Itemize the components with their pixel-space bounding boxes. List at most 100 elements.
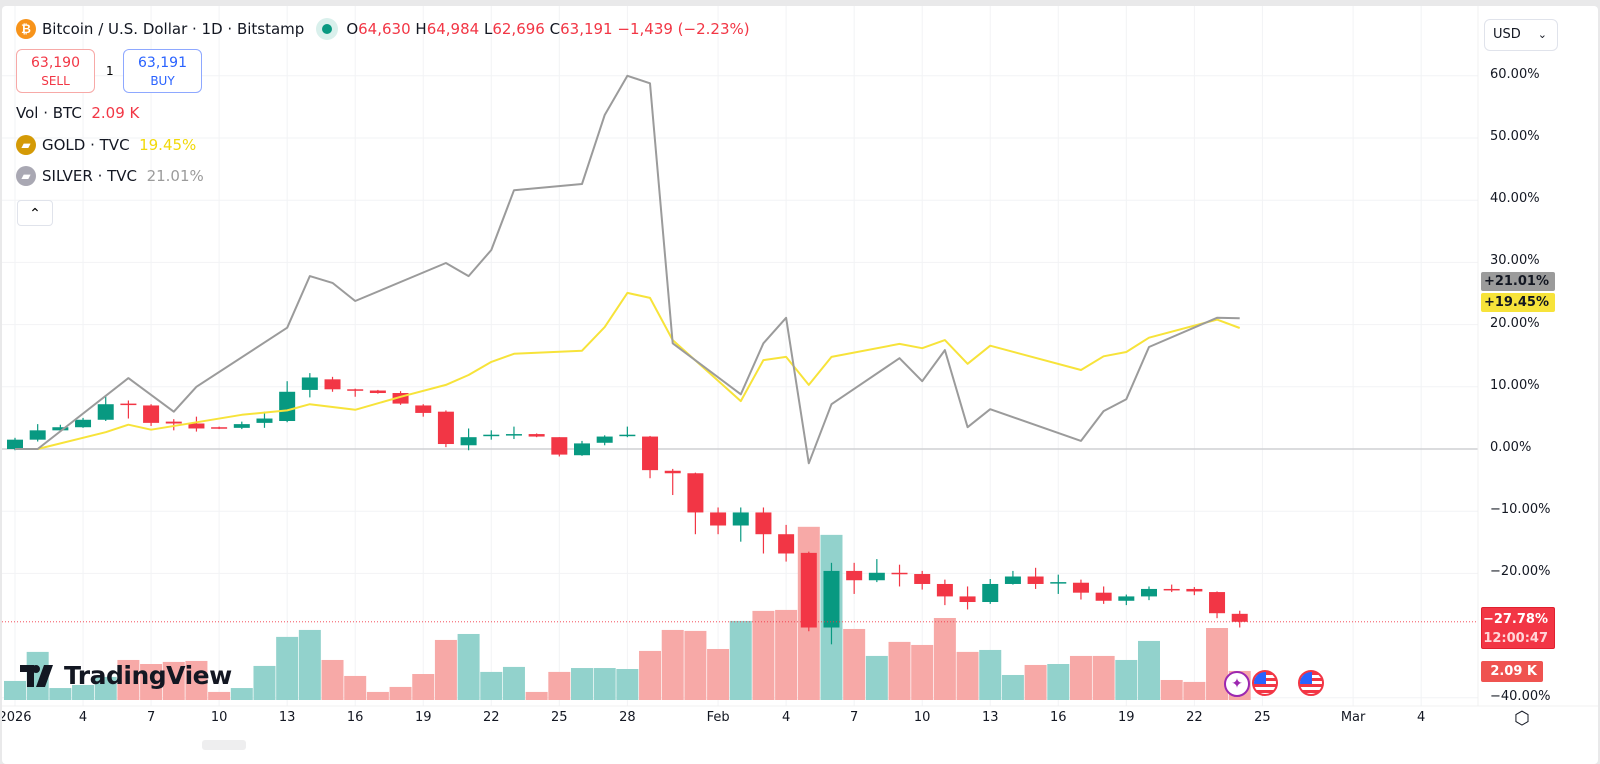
volume-bar [366,691,389,700]
price-axis-label: 0.00% [1490,440,1532,455]
chevron-up-icon: ⌃ [29,206,41,222]
candle-body [233,424,250,428]
logo-text: TradingView [64,661,232,690]
time-axis-label: 22 [1186,710,1203,725]
currency-select[interactable]: USD ⌄ [1484,19,1558,51]
time-axis-label: 10 [210,710,228,725]
candle-body [619,434,636,437]
gold-legend[interactable]: ▰ GOLD · TVC 19.45% [16,135,196,155]
candle-body [75,419,92,428]
volume-bar [1069,655,1092,700]
sell-label: SELL [41,74,70,88]
candle-body [369,390,386,394]
buy-label: BUY [150,74,175,88]
candle-body [301,377,318,390]
gold-value: 19.45% [139,136,197,154]
volume-bar [865,655,888,700]
candle-body [97,404,114,420]
price-axis-label: 40.00% [1490,191,1540,207]
time-axis-label: 13 [981,710,999,725]
open-value: 64,630 [358,20,411,38]
candle-body [120,403,137,406]
volume-bar [729,620,752,700]
volume-bar [185,660,208,700]
volume-bar [276,636,299,700]
price-axis-label: 10.00% [1490,377,1540,393]
symbol-title[interactable]: Bitcoin / U.S. Dollar · 1D · Bitstamp [42,20,305,38]
volume-bar [775,609,798,700]
volume-bar [26,651,49,700]
gold-bars-icon: ▰ [16,135,36,155]
volume-bar [571,668,593,700]
candle-body [959,596,976,603]
sell-button[interactable]: 63,190 SELL [16,49,95,93]
open-label: O [346,20,359,38]
us-flag-event-icon[interactable] [1298,670,1324,696]
volume-bar [117,659,140,700]
volume-bar [593,668,616,700]
time-axis-label: 4 [781,710,791,725]
price-axis-label: −40.00% [1490,688,1551,704]
close-value: 63,191 [560,20,613,38]
chart-settings-icon[interactable]: ⬡ [1514,708,1530,729]
candle-body [982,583,999,603]
candle-body [437,411,454,445]
silver-legend[interactable]: ▰ SILVER · TVC 21.01% [16,166,204,186]
collapse-legend-button[interactable]: ⌃ [17,200,53,226]
event-sparkle-icon[interactable]: ✦ [1224,671,1250,697]
volume-bar [1092,655,1115,700]
volume-bar [752,610,775,700]
volume-bar [661,629,684,700]
volume-bar [1206,627,1229,700]
candle-body [256,418,273,423]
volume-bar [298,629,321,700]
volume-bar [502,666,525,700]
candle-body [279,391,296,422]
volume-badge: 2.09 K [1481,661,1543,682]
candle-body [211,427,228,429]
change-value: −1,439 (−2.23%) [617,20,750,38]
candle-body [732,512,749,526]
spread-value: 1 [106,64,114,78]
volume-bar [321,659,344,700]
us-flag-event-icon[interactable] [1252,670,1278,696]
low-value: 62,696 [492,20,545,38]
high-value: 64,984 [426,20,480,38]
volume-bar [344,675,367,700]
time-axis-label: 19 [1118,710,1135,725]
volume-bar [707,648,730,700]
volume-legend[interactable]: Vol · BTC 2.09 K [16,104,139,122]
price-chart[interactable] [2,6,1598,764]
volume-bar [1024,664,1047,700]
time-axis-label: 4 [78,710,88,725]
volume-bar [49,688,72,700]
volume-bar [616,669,639,700]
bitcoin-icon: ₿ [16,19,36,39]
market-status-icon[interactable] [316,18,339,40]
timeline-scroll-handle[interactable] [202,740,246,750]
candle-body [574,443,590,456]
candle-body [1141,588,1157,597]
candle-body [687,473,704,513]
tradingview-logo[interactable]: TradingView [20,661,232,690]
time-axis-label: 2026 [2,710,32,725]
candle-body [188,423,205,429]
chevron-down-icon: ⌄ [1537,28,1547,41]
silver-value: 21.01% [146,167,204,185]
buy-button[interactable]: 63,191 BUY [123,49,202,93]
candle-body [800,552,817,628]
volume-bar [480,671,503,700]
volume-bar [911,644,934,700]
time-axis-label: 25 [551,710,568,725]
volume-bar [684,630,707,700]
candle-body [1095,592,1112,601]
time-axis-label: Feb [706,710,730,725]
volume-bar [888,641,911,700]
candle-body [891,572,908,575]
candle-body [1050,582,1067,584]
candle-body [936,583,953,597]
candle-body [664,470,681,474]
time-axis-label: 13 [278,710,296,725]
time-axis-label: 4 [1417,710,1426,725]
volume-bar [140,663,163,700]
